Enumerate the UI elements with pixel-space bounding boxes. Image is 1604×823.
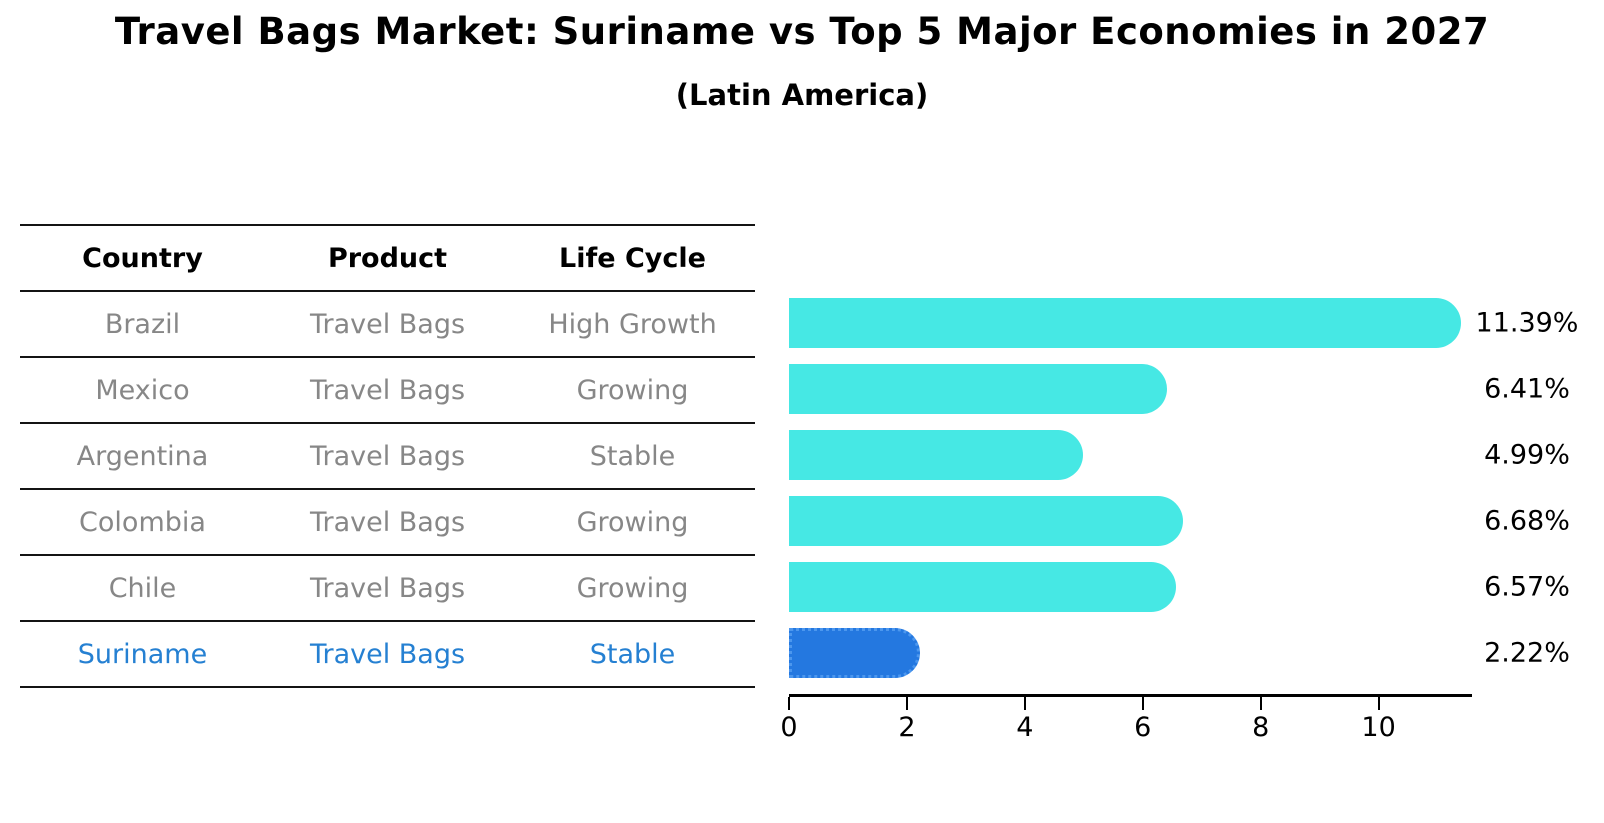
x-axis-tick [1259,697,1262,710]
table-row: Mexico Travel Bags Growing [20,356,755,422]
x-axis-tick-label: 4 [1016,712,1034,743]
country-cell: Argentina [76,440,209,472]
product-cell: Travel Bags [309,572,466,604]
product-cell: Travel Bags [309,638,466,670]
lifecycle-cell: High Growth [548,308,717,340]
page-subtitle: (Latin America) [675,78,929,112]
table-row: Chile Travel Bags Growing [20,554,755,620]
table-row: Brazil Travel Bags High Growth [20,290,755,356]
x-axis-tick [1023,697,1026,710]
country-cell: Chile [108,572,177,604]
bar-value-label: 6.41% [1484,373,1570,405]
x-axis-tick-label: 10 [1361,712,1396,743]
x-axis-tick-label: 6 [1134,712,1152,743]
country-cell: Suriname [77,638,208,670]
product-cell: Travel Bags [309,308,466,340]
x-axis-tick [905,697,908,710]
product-cell: Travel Bags [309,440,466,472]
bar-value-label: 2.22% [1484,637,1570,669]
lifecycle-cell: Stable [589,440,676,472]
country-cell: Mexico [95,374,190,406]
bar-chile [789,562,1176,612]
lifecycle-cell: Growing [576,572,689,604]
country-cell: Brazil [104,308,181,340]
column-header: Country [82,242,203,274]
table-row: Argentina Travel Bags Stable [20,422,755,488]
table-row: Suriname Travel Bags Stable [20,620,755,688]
bar-argentina [789,430,1083,480]
column-header: Product [327,242,448,274]
product-cell: Travel Bags [309,506,466,538]
table-header-row: Country Product Life Cycle [20,224,755,290]
bar-colombia [789,496,1183,546]
product-cell: Travel Bags [309,374,466,406]
bar-value-label: 6.57% [1484,571,1570,603]
lifecycle-cell: Stable [589,638,676,670]
x-axis-tick [1141,697,1144,710]
bar-value-label: 6.68% [1484,505,1570,537]
bar-suriname [789,628,920,678]
lifecycle-cell: Growing [576,506,689,538]
table-row: Colombia Travel Bags Growing [20,488,755,554]
bar-value-label: 11.39% [1475,307,1579,339]
bar-value-label: 4.99% [1484,439,1570,471]
x-axis-tick [788,697,790,710]
x-axis-tick [1377,697,1380,710]
x-axis-tick-label: 8 [1252,712,1270,743]
page-title: Travel Bags Market: Suriname vs Top 5 Ma… [114,10,1490,53]
x-axis-tick-label: 0 [780,712,798,743]
bar-mexico [789,364,1167,414]
x-axis-spine [789,694,1472,697]
data-table: Country Product Life Cycle Brazil Travel Bag… [20,224,755,688]
bar-brazil [789,298,1461,348]
column-header: Life Cycle [559,242,706,274]
lifecycle-cell: Growing [576,374,689,406]
x-axis-tick-label: 2 [898,712,916,743]
country-cell: Colombia [79,506,206,538]
